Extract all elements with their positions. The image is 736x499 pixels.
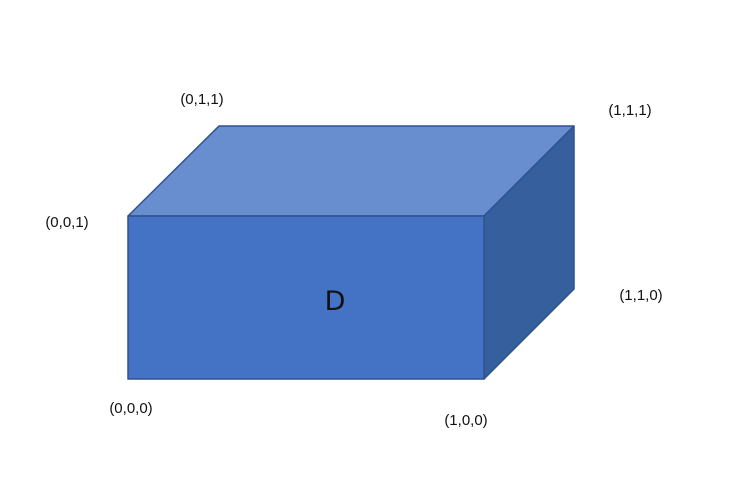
vertex-label-001: (0,0,1) [45, 214, 88, 231]
box-front-face [127, 215, 485, 380]
vertex-label-110: (1,1,0) [619, 287, 662, 304]
vertex-label-100: (1,0,0) [444, 412, 487, 429]
vertex-label-000: (0,0,0) [109, 400, 152, 417]
vertex-label-111: (1,1,1) [608, 102, 651, 119]
region-label: D [325, 286, 346, 317]
vertex-label-011: (0,1,1) [180, 91, 223, 108]
